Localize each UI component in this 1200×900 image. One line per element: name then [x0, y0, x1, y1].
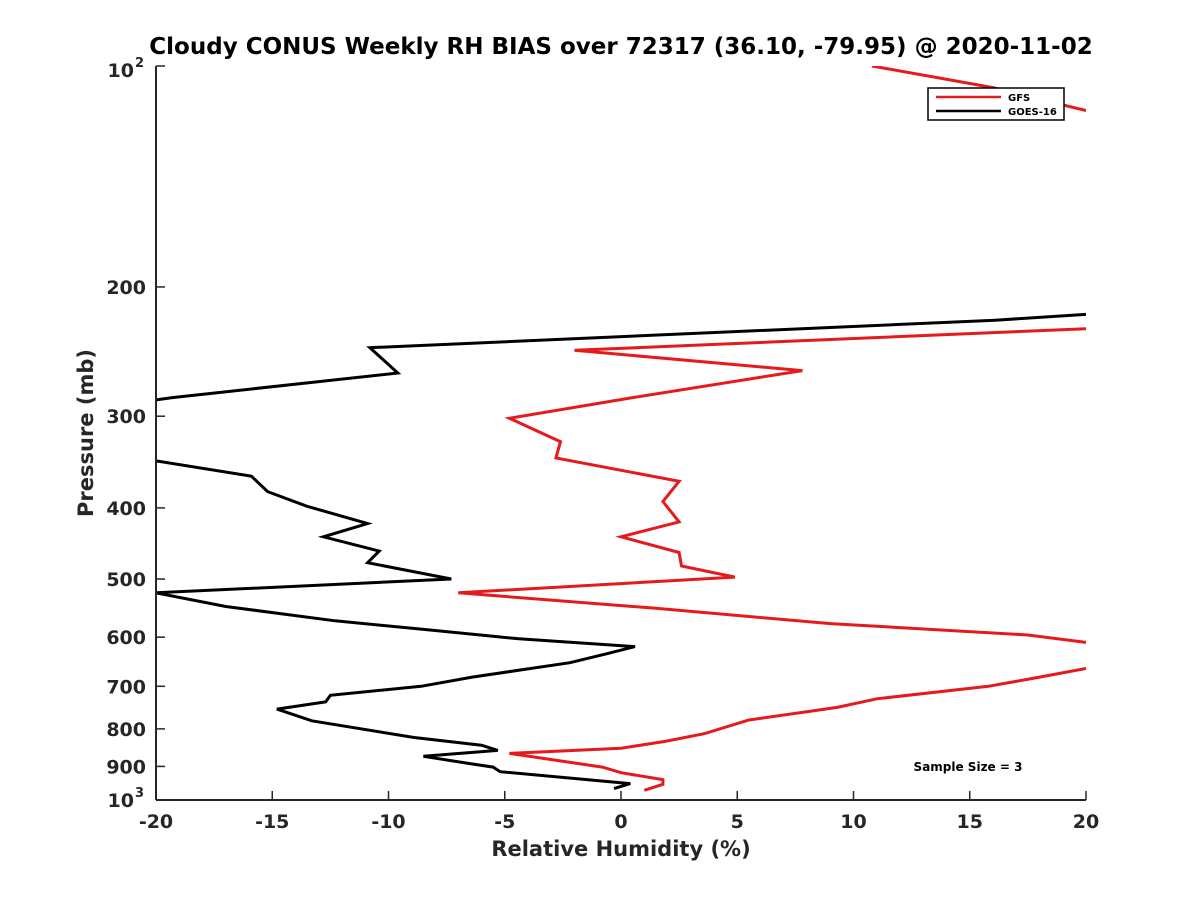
- legend-label-goes16: GOES-16: [1008, 107, 1057, 118]
- legend-box: [927, 87, 1065, 121]
- y-tick-label: 200: [106, 277, 146, 299]
- y-tick-label: 500: [106, 569, 146, 591]
- y-tick-label: 10: [108, 60, 134, 82]
- y-tick-label: 900: [106, 756, 146, 778]
- x-tick-label: -15: [255, 811, 289, 833]
- legend-label-gfs: GFS: [1008, 93, 1030, 104]
- y-tick-label: 800: [106, 719, 146, 741]
- x-tick-label: -5: [494, 811, 515, 833]
- legend: GFS GOES-16: [927, 87, 1065, 121]
- y-tick-label: 700: [106, 676, 146, 698]
- chart-title: Cloudy CONUS Weekly RH BIAS over 72317 (…: [149, 34, 1092, 60]
- x-tick-label: 10: [840, 811, 866, 833]
- series-line-gfs-segment-2: [509, 667, 1086, 792]
- x-tick-label: 0: [614, 811, 627, 833]
- series-layer: [156, 66, 1086, 792]
- x-ticks: -20 -15 -10 -5 0 5 10 15 20: [139, 791, 1099, 833]
- y-tick-label: 600: [106, 627, 146, 649]
- y-tick-exponent: 2: [135, 56, 144, 71]
- y-tick-exponent: 3: [135, 786, 144, 801]
- x-axis-label: Relative Humidity (%): [491, 837, 750, 861]
- y-tick-label: 300: [106, 406, 146, 428]
- series-line-goes16-segment-0: [156, 312, 1086, 402]
- x-tick-label: 20: [1073, 811, 1099, 833]
- x-tick-label: -10: [371, 811, 405, 833]
- x-tick-label: 5: [731, 811, 744, 833]
- series-line-gfs-segment-1: [458, 327, 1086, 644]
- x-tick-label: -20: [139, 811, 173, 833]
- x-tick-label: 15: [957, 811, 983, 833]
- series-line-goes16-segment-1: [156, 459, 636, 791]
- y-tick-label: 400: [106, 498, 146, 520]
- y-axis-label: Pressure (mb): [74, 349, 98, 517]
- sample-size-annotation: Sample Size = 3: [914, 760, 1023, 774]
- y-tick-label: 10: [108, 790, 134, 812]
